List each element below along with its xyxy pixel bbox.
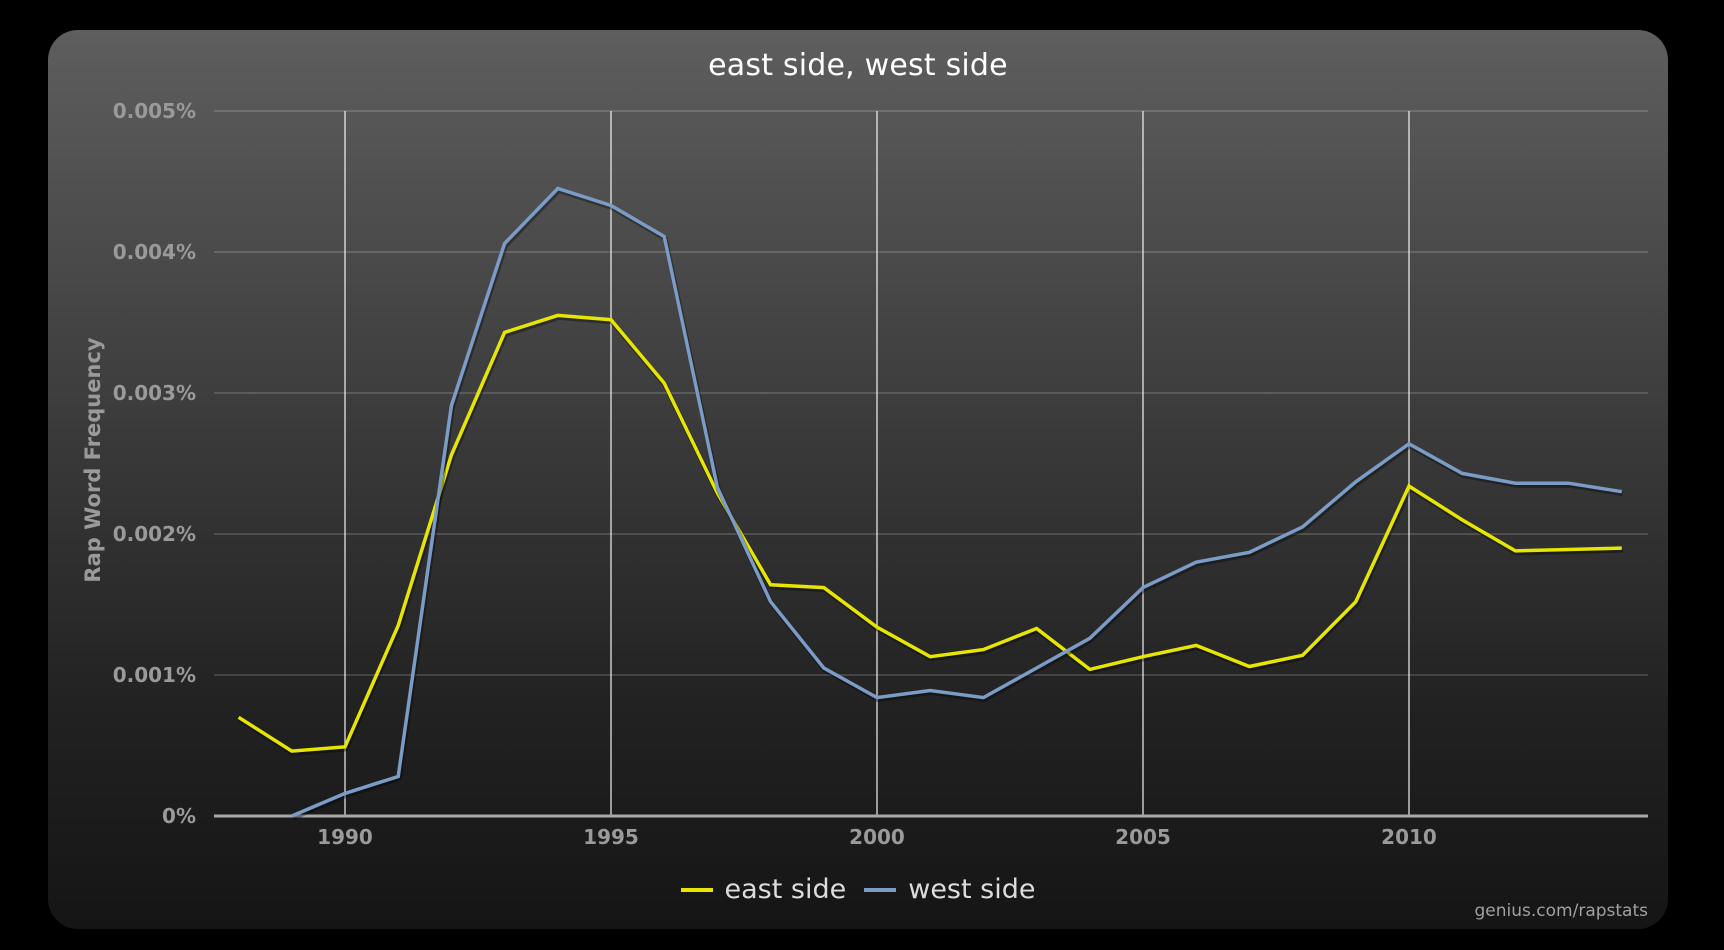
series-shadow <box>291 188 1624 821</box>
legend: east side west side <box>48 874 1668 905</box>
y-tick-label: 0% <box>162 804 196 828</box>
legend-swatch-west-icon <box>864 887 897 892</box>
x-tick-label: 1990 <box>317 825 373 849</box>
series-line-west-side <box>291 186 1623 818</box>
y-axis-label: Rap Word Frequency <box>81 337 105 582</box>
y-tick-label: 0.001% <box>113 663 196 687</box>
legend-label-east-side: east side <box>724 874 847 905</box>
legend-label-west-side: west side <box>908 874 1036 905</box>
x-tick-label: 1995 <box>583 825 639 849</box>
plot-area: 0% 0.001% 0.002% 0.003% 0.004% 0.005% 1990 1995… <box>81 99 1648 849</box>
legend-item-east-side[interactable]: east side <box>680 874 847 905</box>
chart-title: east side, west side <box>708 48 1008 83</box>
chart-panel: east side, west side 0% 0.001% 0.002% 0.003… <box>48 30 1668 929</box>
series-shadow <box>238 314 1623 756</box>
legend-item-west-side[interactable]: west side <box>864 874 1035 905</box>
y-tick-label: 0.004% <box>113 240 196 264</box>
series-line-east-side <box>237 313 1622 753</box>
x-tick-label: 2010 <box>1381 825 1437 849</box>
source-credit: genius.com/rapstats <box>1474 901 1648 921</box>
y-tick-label: 0.002% <box>113 522 196 546</box>
y-tick-label: 0.005% <box>113 99 196 123</box>
y-tick-label: 0.003% <box>113 381 196 405</box>
x-tick-label: 2005 <box>1115 825 1171 849</box>
x-tick-label: 2000 <box>849 825 905 849</box>
legend-swatch-east-icon <box>680 887 713 892</box>
